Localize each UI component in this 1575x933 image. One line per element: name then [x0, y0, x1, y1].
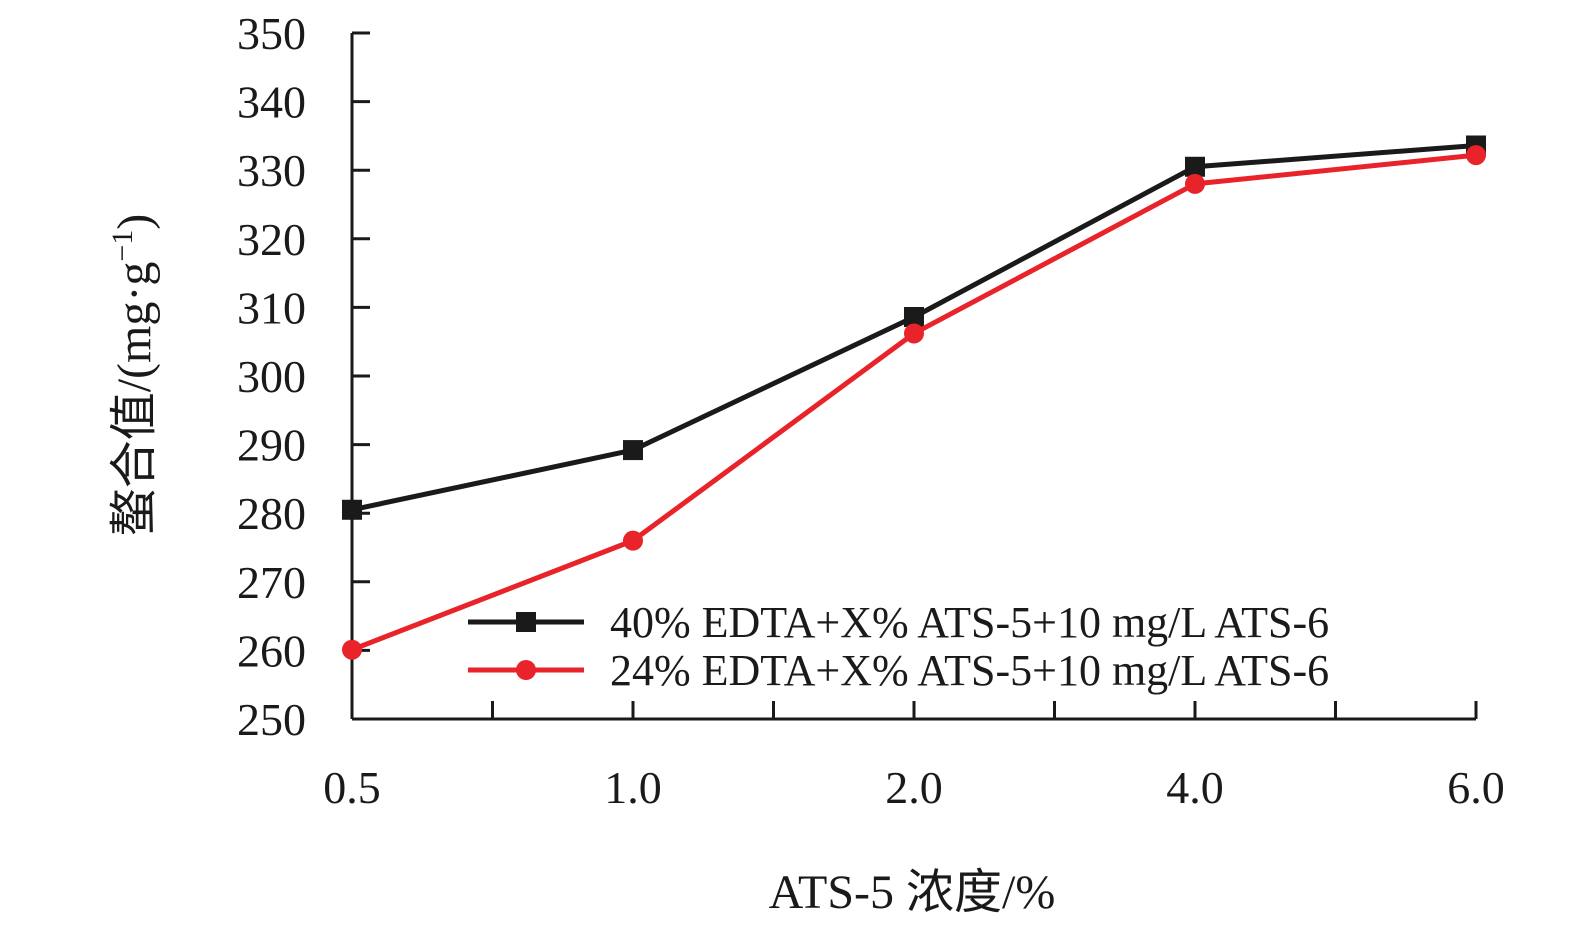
x-tick-label: 2.0	[885, 762, 943, 813]
y-tick-label: 350	[237, 8, 306, 59]
y-tick-label: 250	[237, 694, 306, 745]
y-tick-label: 260	[237, 625, 306, 676]
legend: 40% EDTA+X% ATS-5+10 mg/L ATS-624% EDTA+…	[468, 598, 1329, 695]
legend-marker-square	[516, 612, 536, 632]
y-tick-label: 290	[237, 420, 306, 471]
y-tick-label: 340	[237, 77, 306, 128]
x-tick-label: 1.0	[604, 762, 662, 813]
data-point-circle	[904, 323, 924, 344]
x-tick-label: 4.0	[1166, 762, 1224, 813]
data-point-square	[904, 307, 924, 328]
y-tick-label: 320	[237, 214, 306, 265]
series-line	[351, 152, 1477, 653]
x-ticks: 0.5 1.0 2.0 4.0 6.0	[323, 701, 1505, 813]
y-tick-label: 310	[237, 282, 306, 333]
series-layer	[342, 135, 1486, 660]
data-point-circle	[1466, 145, 1486, 166]
y-tick-label: 270	[237, 557, 306, 608]
data-point-circle	[623, 530, 643, 551]
data-point-circle	[342, 639, 362, 660]
y-axis-title-exponent: −1	[106, 230, 139, 262]
y-tick-label: 330	[237, 145, 306, 196]
y-tick-label: 280	[237, 488, 306, 539]
series-2	[342, 145, 1486, 660]
x-tick-label: 6.0	[1447, 762, 1505, 813]
data-point-square	[623, 440, 643, 461]
x-axis-title: ATS-5 浓度/%	[769, 866, 1056, 919]
data-point-circle	[1185, 173, 1205, 194]
y-ticks: 250 260 270 280 290 300 310 320 330 340 350	[237, 8, 370, 745]
legend-label: 24% EDTA+X% ATS-5+10 mg/L ATS-6	[610, 646, 1329, 695]
data-point-square	[1185, 156, 1205, 177]
y-axis-title-close: )	[108, 214, 161, 230]
data-point-square	[342, 499, 362, 520]
y-axis-title: 螯合值/(mg·g−1)	[106, 214, 161, 537]
y-tick-label: 300	[237, 351, 306, 402]
legend-label: 40% EDTA+X% ATS-5+10 mg/L ATS-6	[610, 598, 1329, 647]
y-axis-title-main: 螯合值/(mg·g	[108, 262, 161, 537]
legend-marker-circle	[516, 660, 536, 680]
x-tick-label: 0.5	[323, 762, 381, 813]
